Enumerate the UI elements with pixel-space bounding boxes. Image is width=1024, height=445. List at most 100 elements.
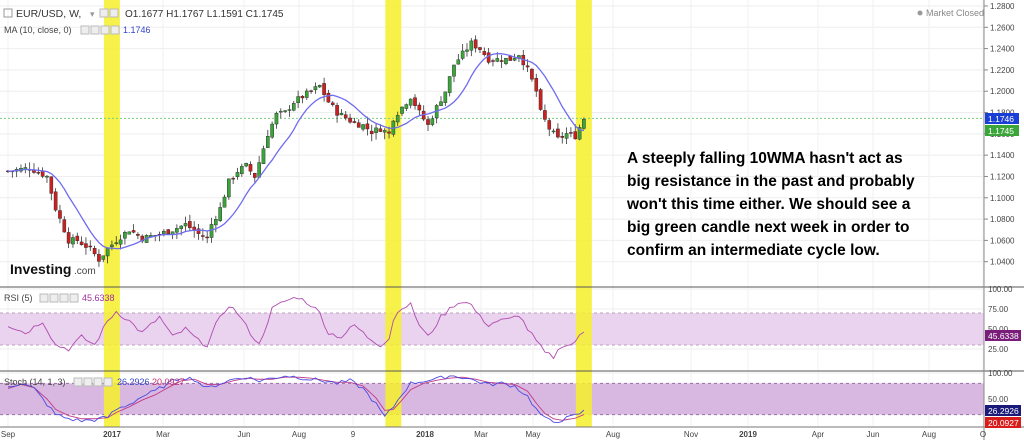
candle-body <box>361 124 365 130</box>
rsi-value-tag <box>985 330 1021 341</box>
price-tick-label: 1.1200 <box>990 172 1015 181</box>
candle-body <box>205 236 209 239</box>
candle-body <box>530 68 534 80</box>
plot-background <box>0 0 984 440</box>
moving-average <box>7 52 585 250</box>
annotation-line-4: big green candle next week in order to <box>627 219 910 236</box>
annotation-line-1: A steeply falling 10WMA hasn't act as <box>627 150 903 167</box>
candle-body <box>214 219 218 226</box>
candle-body <box>92 248 97 255</box>
candle-body <box>209 224 214 238</box>
time-tick-label: Nov <box>684 430 698 439</box>
candle-body <box>439 101 443 106</box>
candle-body <box>296 96 300 104</box>
stoch-more-icon[interactable] <box>103 377 113 387</box>
market-status-text: Market Closed <box>926 8 984 18</box>
candle-body <box>118 239 123 245</box>
candle-body <box>287 109 292 111</box>
stoch-settings-icon[interactable] <box>83 377 93 387</box>
chevron-down-icon[interactable]: ▾ <box>90 9 95 19</box>
time-tick-label: May <box>525 430 540 439</box>
price-tick-label: 1.1400 <box>990 151 1015 160</box>
rsi-tick-label: 100.00 <box>988 285 1013 294</box>
candle-body <box>317 84 322 88</box>
candle-body <box>62 219 67 233</box>
rsi-legend[interactable]: RSI (5) 45.6338 <box>4 293 115 303</box>
rsi-settings-icon[interactable] <box>49 293 59 303</box>
candle-body <box>71 237 75 245</box>
ma-more-icon[interactable] <box>110 25 120 35</box>
candle-body <box>175 228 179 233</box>
symbol-legend[interactable]: EUR/USD, W, ▾ O1.1677 H1.1767 L1.1591 C1… <box>3 8 284 35</box>
candle-body <box>330 102 335 105</box>
rsi-value: 45.6338 <box>82 293 115 303</box>
candle-body <box>430 118 435 125</box>
eye-icon[interactable] <box>99 8 109 18</box>
ma-label: MA (10, close, 0) <box>4 25 72 35</box>
candle-body <box>49 176 54 194</box>
candle-body <box>218 207 222 221</box>
candle-body <box>560 136 565 138</box>
candle-body <box>183 223 188 227</box>
highlight-column <box>385 0 402 427</box>
ma-price-tag <box>985 113 1019 124</box>
candle-body <box>426 119 430 125</box>
rsi-more-icon[interactable] <box>69 293 79 303</box>
candle-body <box>482 51 487 55</box>
candle-body <box>309 90 313 92</box>
candle-body <box>304 90 309 98</box>
rsi-band <box>0 313 984 345</box>
candle-body <box>84 243 88 248</box>
ma-value: 1.1746 <box>123 25 151 35</box>
candle-body <box>79 241 84 245</box>
rsi-line <box>7 297 585 360</box>
investing-logo: Investing .com <box>10 261 96 277</box>
stoch-tick-label: 100.00 <box>988 369 1013 378</box>
candle-body <box>283 110 287 112</box>
stoch-k-line <box>7 375 585 424</box>
candle-body <box>538 89 543 110</box>
price-tick-label: 1.2200 <box>990 66 1015 75</box>
candle-body <box>196 228 201 234</box>
candle-body <box>101 255 106 260</box>
candle-body <box>404 104 409 109</box>
stoch-close-icon[interactable] <box>93 377 103 387</box>
time-tick-label: Aug <box>606 430 620 439</box>
stoch-eye-icon[interactable] <box>73 377 83 387</box>
rsi-close-icon[interactable] <box>59 293 69 303</box>
annotation: A steeply falling 10WMA hasn't act as bi… <box>626 150 915 259</box>
candle-body <box>97 254 101 262</box>
stoch-label: Stoch (14, 1, 3) <box>4 377 66 387</box>
candle-body <box>456 59 461 65</box>
candle-body <box>382 130 387 133</box>
ma-settings-icon[interactable] <box>90 25 100 35</box>
rsi-label: RSI (5) <box>4 293 33 303</box>
collapse-icon[interactable] <box>3 8 13 18</box>
candle-body <box>75 235 80 241</box>
candle-body <box>551 130 556 133</box>
candle-body <box>343 114 348 119</box>
ma-line <box>7 52 585 250</box>
candle-body <box>408 98 413 106</box>
rsi-lines <box>7 297 585 360</box>
candle-body <box>114 242 119 244</box>
settings-icon[interactable] <box>109 8 119 18</box>
rsi-eye-icon[interactable] <box>39 293 49 303</box>
candle-body <box>582 119 586 129</box>
candle-body <box>58 210 62 219</box>
stoch-tick-label: 50.00 <box>988 395 1009 404</box>
candle-body <box>452 64 456 77</box>
rsi-tick-label: 25.00 <box>988 345 1009 354</box>
ma-close-icon[interactable] <box>100 25 110 35</box>
candle-body <box>248 164 253 172</box>
stoch-legend[interactable]: Stoch (14, 1, 3) 26.2926 20.0927 <box>4 377 185 387</box>
annotation-line-3: won't this time either. We should see a <box>626 196 911 213</box>
candle-body <box>66 232 71 244</box>
candle-body <box>335 105 339 116</box>
ohlc-values: O1.1677 H1.1767 L1.1591 C1.1745 <box>125 9 284 20</box>
ma-eye-icon[interactable] <box>80 25 90 35</box>
candle-body <box>300 95 305 99</box>
candle-body <box>266 136 270 148</box>
